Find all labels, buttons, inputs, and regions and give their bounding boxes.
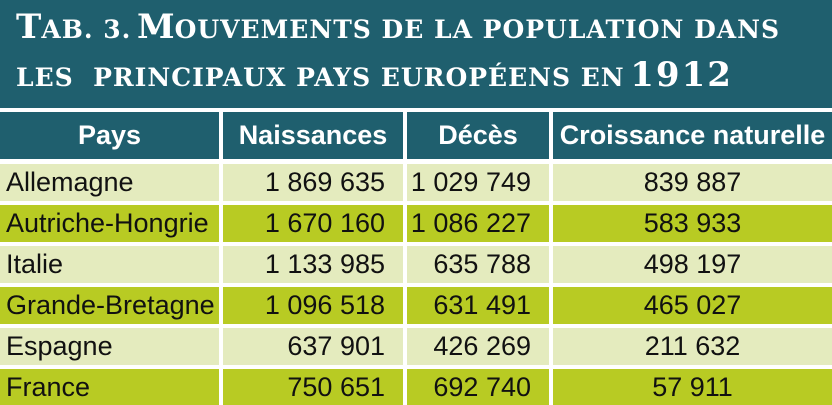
header-croissance: Croissance naturelle: [553, 112, 832, 159]
cell-country: Italie: [0, 246, 219, 283]
cell-croissance: 839 887: [553, 164, 832, 201]
cell-croissance: 57 911: [553, 369, 832, 405]
title-tab-cap: T: [16, 7, 42, 47]
title-line1-cap: M: [136, 7, 175, 47]
cell-deces: 1 029 749: [407, 164, 549, 201]
cell-deces: 692 740: [407, 369, 549, 405]
cell-naissances: 1 133 985: [223, 246, 403, 283]
cell-deces: 1 086 227: [407, 205, 549, 242]
title-line2-text: LES PRINCIPAUX PAYS EUROPÉENS EN: [16, 63, 625, 92]
cell-country: France: [0, 369, 219, 405]
cell-deces: 426 269: [407, 328, 549, 365]
cell-croissance: 498 197: [553, 246, 832, 283]
title-line1-rest: OUVEMENTS DE LA POPULATION DANS: [174, 15, 781, 44]
title-tab-rest: AB. 3.: [41, 15, 132, 44]
cell-croissance: 583 933: [553, 205, 832, 242]
cell-country: Autriche-Hongrie: [0, 205, 219, 242]
cell-naissances: 637 901: [223, 328, 403, 365]
cell-deces: 631 491: [407, 287, 549, 324]
header-deces: Décès: [407, 112, 549, 159]
title-line-1: TAB. 3. MOUVEMENTS DE LA POPULATION DANS: [16, 6, 832, 54]
header-naissances: Naissances: [223, 112, 403, 159]
population-table: Pays Naissances Décès Croissance naturel…: [0, 112, 832, 405]
cell-croissance: 465 027: [553, 287, 832, 324]
cell-naissances: 750 651: [223, 369, 403, 405]
cell-country: Grande-Bretagne: [0, 287, 219, 324]
cell-deces: 635 788: [407, 246, 549, 283]
cell-country: Espagne: [0, 328, 219, 365]
cell-country: Allemagne: [0, 164, 219, 201]
cell-croissance: 211 632: [553, 328, 832, 365]
cell-naissances: 1 096 518: [223, 287, 403, 324]
table-title: TAB. 3. MOUVEMENTS DE LA POPULATION DANS…: [0, 0, 832, 108]
cell-naissances: 1 670 160: [223, 205, 403, 242]
cell-naissances: 1 869 635: [223, 164, 403, 201]
title-line-2: LES PRINCIPAUX PAYS EUROPÉENS EN 1912: [16, 54, 832, 102]
title-year: 1912: [630, 55, 733, 95]
header-pays: Pays: [0, 112, 219, 159]
